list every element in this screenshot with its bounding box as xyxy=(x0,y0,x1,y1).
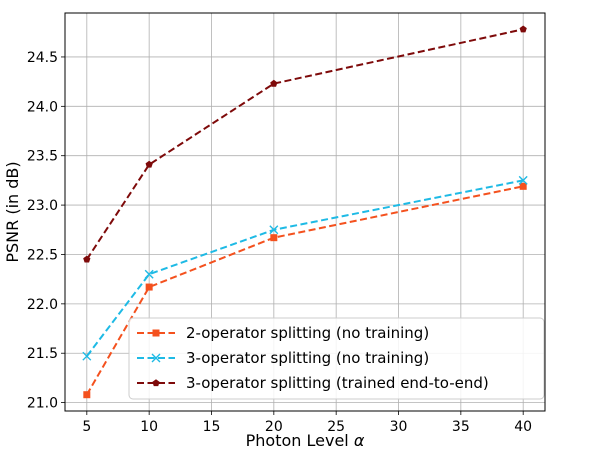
x-axis-label-text: Photon Level xyxy=(246,431,354,450)
series-1 xyxy=(83,182,527,399)
legend-item: 2-operator splitting (no training) xyxy=(137,324,429,342)
x-tick-label: 15 xyxy=(203,419,221,435)
data-point xyxy=(270,234,278,242)
series-line xyxy=(86,179,524,357)
legend: 2-operator splitting (no training) 3-oper… xyxy=(128,317,545,400)
x-axis-label: Photon Level α xyxy=(246,431,365,450)
plot-area-frame xyxy=(64,12,546,412)
legend-item: 3-operator splitting (trained end-to-end… xyxy=(137,374,489,392)
data-point xyxy=(145,283,153,291)
x-tick-label: 5 xyxy=(82,419,91,435)
y-tick-label: 22.5 xyxy=(27,247,58,263)
legend-box xyxy=(128,317,545,400)
x-tick-label: 30 xyxy=(390,419,408,435)
x-tick-label: 40 xyxy=(514,419,532,435)
data-point xyxy=(519,25,527,33)
y-tick-label: 24.5 xyxy=(27,50,58,66)
legend-marker xyxy=(152,379,160,387)
grid-lines xyxy=(65,13,545,411)
y-axis-label: PSNR (in dB) xyxy=(3,161,22,262)
x-axis-label-symbol: α xyxy=(354,431,365,450)
legend-label: 3-operator splitting (trained end-to-end… xyxy=(186,374,489,392)
y-tick-label: 22.0 xyxy=(27,297,58,313)
legend-label: 3-operator splitting (no training) xyxy=(186,349,429,367)
x-tick-label: 10 xyxy=(140,419,158,435)
data-point xyxy=(519,182,527,190)
data-point xyxy=(83,255,91,263)
y-tick-label: 21.5 xyxy=(27,346,58,362)
legend-item: 3-operator splitting (no training) xyxy=(137,349,429,367)
legend-marker xyxy=(151,353,161,363)
y-tick-label: 23.5 xyxy=(27,149,58,165)
y-tick-label: 21.0 xyxy=(27,396,58,412)
y-tick-label: 24.0 xyxy=(27,99,58,115)
data-point xyxy=(145,160,153,168)
axis-ticks: 5 10 15 20 25 30 35 40 21.0 21.5 22.0 22.5 23.0 23.5 2… xyxy=(27,50,532,435)
x-tick-label: 35 xyxy=(452,419,470,435)
data-point xyxy=(270,79,278,87)
series-lines xyxy=(82,25,528,399)
series-line xyxy=(85,185,524,396)
series-line xyxy=(85,28,524,260)
legend-marker xyxy=(152,329,160,337)
series-3 xyxy=(83,25,527,263)
data-point xyxy=(518,175,528,185)
legend-label: 2-operator splitting (no training) xyxy=(186,324,429,342)
series-2 xyxy=(82,175,528,361)
data-point xyxy=(144,269,154,279)
x-tick-label: 25 xyxy=(327,419,345,435)
data-point xyxy=(269,225,279,235)
data-point xyxy=(82,351,92,361)
data-point xyxy=(83,391,91,399)
y-tick-label: 23.0 xyxy=(27,198,58,214)
x-tick-label: 20 xyxy=(265,419,283,435)
